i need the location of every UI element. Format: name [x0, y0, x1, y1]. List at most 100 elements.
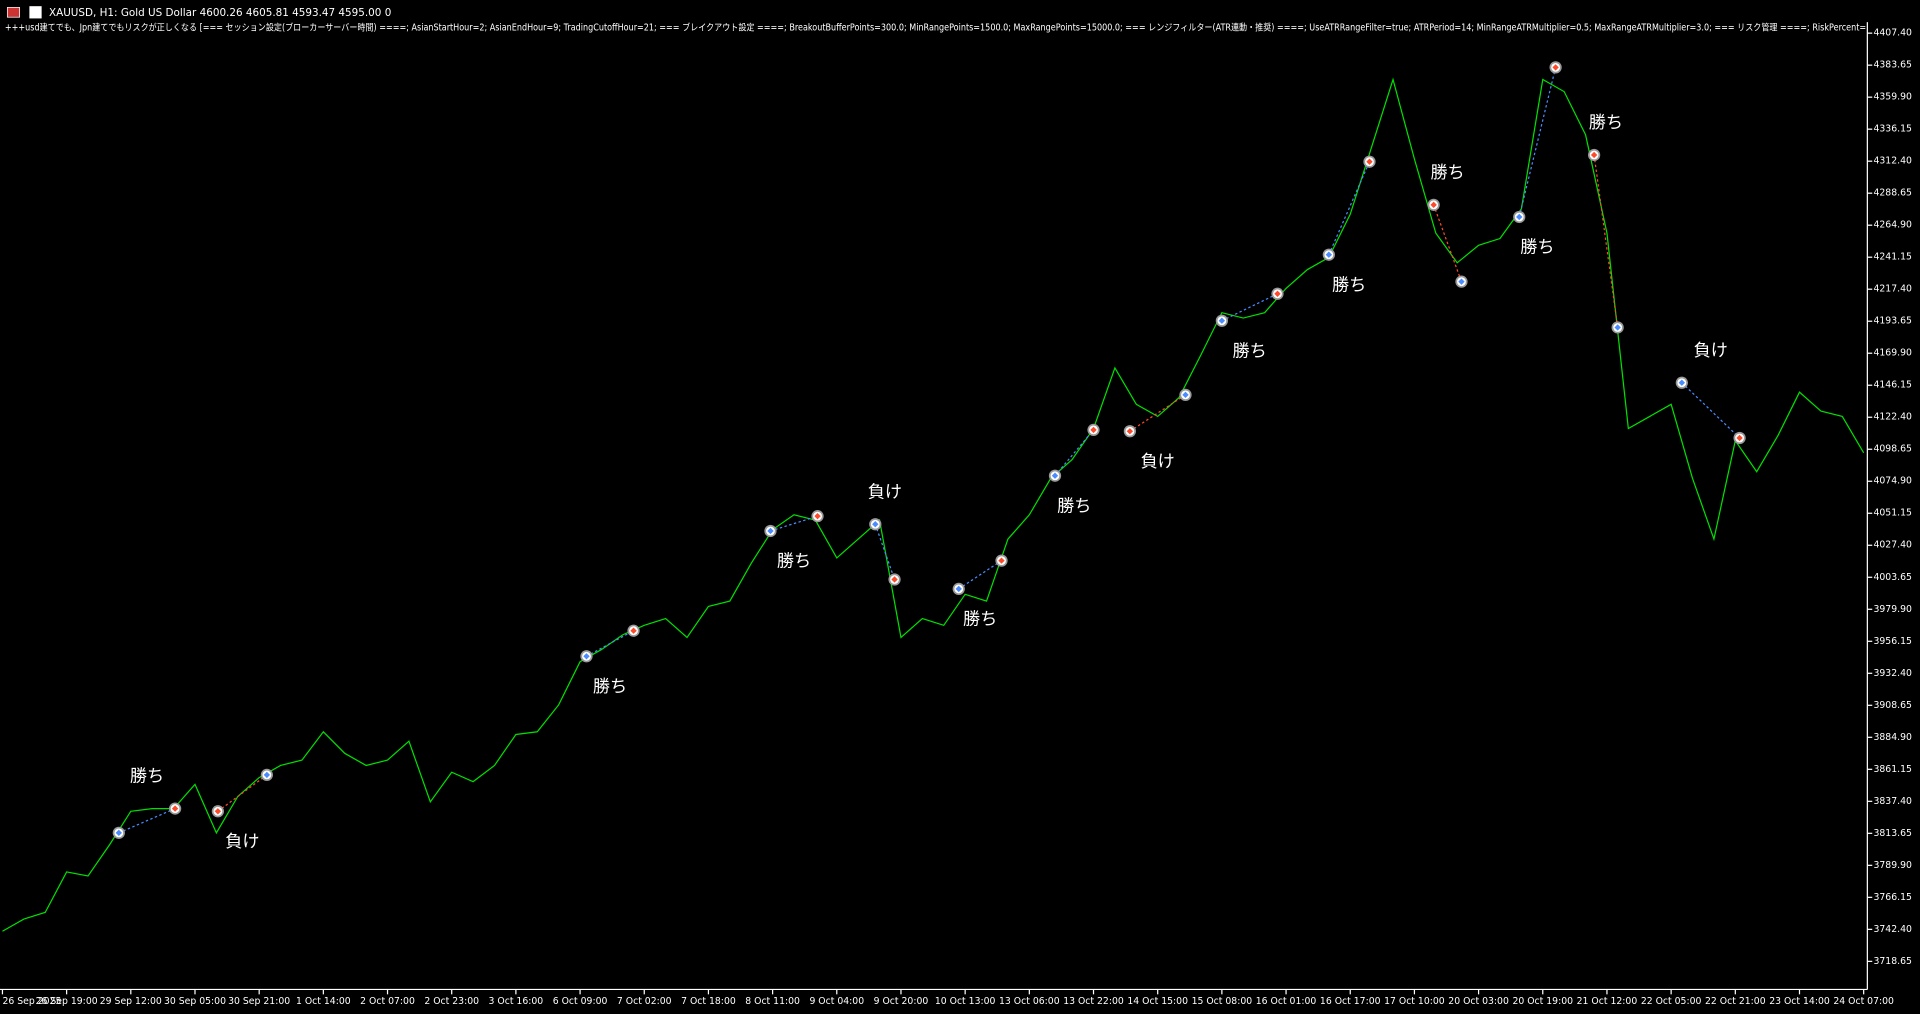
y-tick-label: 4359.90 — [1873, 92, 1912, 103]
y-tick-label: 3766.15 — [1873, 892, 1912, 903]
x-tick-label: 24 Oct 07:00 — [1833, 996, 1894, 1007]
marker-part — [1678, 379, 1686, 386]
trade-result: 勝ち — [1332, 275, 1366, 295]
x-tick-label: 23 Oct 14:00 — [1769, 996, 1830, 1007]
trade-result: 勝ち — [963, 610, 997, 630]
trade-marker — [1271, 287, 1284, 300]
marker-part — [814, 512, 821, 520]
x-tick-label: 26 Sep 2025 — [2, 996, 61, 1007]
x-tick-label: 14 Oct 15:00 — [1127, 996, 1188, 1007]
x-tick-label: 16 Oct 17:00 — [1320, 996, 1381, 1007]
y-tick-label: 4217.40 — [1873, 284, 1912, 295]
y-tick-label: 4264.90 — [1873, 220, 1912, 231]
y-tick-label: 3742.40 — [1873, 924, 1912, 935]
y-tick-label: 3837.40 — [1873, 796, 1912, 807]
x-tick-label: 13 Oct 06:00 — [999, 996, 1060, 1007]
trade-marker — [1587, 148, 1601, 162]
trade-line — [118, 808, 176, 834]
x-tick-label: 9 Oct 20:00 — [874, 996, 929, 1007]
x-tick-label: 17 Oct 10:00 — [1384, 996, 1445, 1007]
chart-title: XAUUSD, H1: Gold US Dollar 4600.26 4605.… — [49, 7, 391, 19]
y-tick-label: 4074.90 — [1873, 476, 1912, 487]
trade-result: 負け — [868, 482, 902, 502]
x-tick-label: 22 Oct 21:00 — [1705, 996, 1766, 1007]
marker-part — [1458, 278, 1465, 285]
trade-marker — [1455, 275, 1468, 288]
y-tick-label: 3718.65 — [1873, 956, 1912, 967]
trade-line — [217, 774, 268, 812]
trade-line — [1328, 161, 1371, 255]
x-tick-label: 1 Oct 14:00 — [296, 996, 351, 1007]
flag-icon — [6, 7, 20, 18]
marker-part — [767, 527, 774, 535]
marker-part — [1366, 158, 1373, 165]
trade-marker — [627, 624, 640, 637]
y-tick-label: 4193.65 — [1873, 316, 1912, 327]
marker-part — [1614, 324, 1621, 331]
trade-result: 勝ち — [777, 552, 811, 572]
trade-line — [1221, 293, 1278, 322]
y-tick-label: 4027.40 — [1873, 540, 1912, 551]
y-tick-label: 3979.90 — [1873, 604, 1912, 615]
x-tick-label: 26 Sep 19:00 — [36, 996, 98, 1007]
marker-part — [872, 521, 879, 528]
trade-marker — [1549, 61, 1562, 74]
x-tick-label: 2 Oct 07:00 — [360, 996, 415, 1007]
x-tick-label: 21 Oct 12:00 — [1577, 996, 1638, 1007]
x-tick-label: 8 Oct 11:00 — [745, 996, 800, 1007]
y-tick-label: 4407.40 — [1873, 28, 1912, 39]
y-tick-label: 4241.15 — [1873, 252, 1912, 263]
trade-marker — [1427, 198, 1440, 211]
trade-marker — [1611, 321, 1624, 334]
trade-line — [1129, 394, 1186, 432]
y-tick-label: 4098.65 — [1873, 444, 1912, 455]
trade-line — [1433, 204, 1463, 282]
y-tick-label: 3789.90 — [1873, 860, 1912, 871]
trade-marker — [1363, 155, 1376, 168]
trade-marker — [1322, 248, 1335, 261]
x-tick-label: 7 Oct 18:00 — [681, 996, 736, 1007]
marker-part — [1552, 64, 1559, 71]
trade-line — [1681, 382, 1741, 439]
x-tick-label: 7 Oct 02:00 — [617, 996, 672, 1007]
trade-marker — [888, 573, 901, 586]
marker-part — [1590, 151, 1598, 159]
x-tick-label: 10 Oct 13:00 — [935, 996, 996, 1007]
trade-result: 勝ち — [1233, 341, 1267, 361]
trade-marker — [168, 802, 182, 815]
y-tick-label: 4383.65 — [1873, 60, 1912, 71]
trade-result: 負け — [1694, 341, 1728, 361]
marker-part — [1126, 428, 1134, 435]
x-tick-label: 22 Oct 05:00 — [1641, 996, 1702, 1007]
trade-marker — [1215, 314, 1228, 327]
trade-result: 勝ち — [130, 767, 164, 787]
y-tick-label: 3861.15 — [1873, 764, 1912, 775]
marker-part — [171, 805, 179, 812]
marker-part — [1182, 391, 1189, 399]
y-tick-label: 3956.15 — [1873, 636, 1912, 647]
marker-part — [1736, 434, 1743, 442]
price-line — [2, 77, 1865, 932]
trade-result: 勝ち — [1520, 238, 1554, 258]
marker-part — [115, 829, 123, 837]
marker-part — [263, 771, 271, 779]
marker-part — [1516, 213, 1523, 221]
y-tick-label: 3884.90 — [1873, 732, 1912, 743]
x-tick-label: 30 Sep 21:00 — [228, 996, 290, 1007]
x-tick-label: 30 Sep 05:00 — [164, 996, 226, 1007]
trade-line — [1518, 67, 1557, 218]
trade-marker — [580, 650, 593, 663]
y-tick-label: 4288.65 — [1873, 188, 1912, 199]
y-tick-label: 3932.40 — [1873, 668, 1912, 679]
y-tick-label: 3813.65 — [1873, 828, 1912, 839]
y-tick-label: 4336.15 — [1873, 124, 1912, 135]
trade-marker — [995, 554, 1008, 567]
trade-marker — [1675, 376, 1688, 389]
y-tick-label: 4146.15 — [1873, 380, 1912, 391]
x-tick-label: 20 Oct 03:00 — [1448, 996, 1509, 1007]
marker-part — [583, 653, 590, 660]
trade-marker — [1513, 210, 1526, 224]
y-tick-label: 4003.65 — [1873, 572, 1912, 583]
y-tick-label: 4169.90 — [1873, 348, 1912, 359]
trade-marker — [1123, 425, 1137, 438]
